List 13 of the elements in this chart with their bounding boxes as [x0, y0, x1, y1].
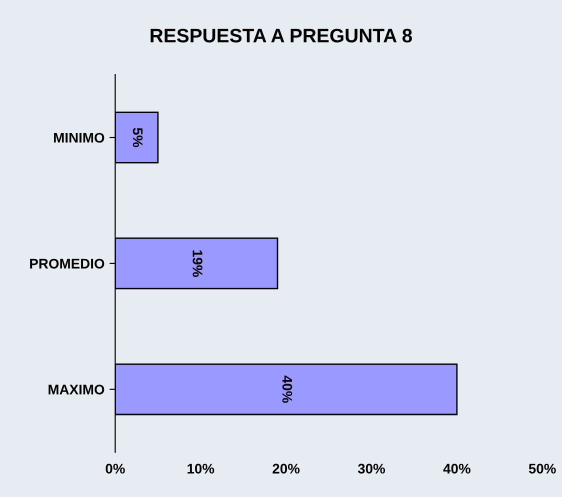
chart-title: RESPUESTA A PREGUNTA 8	[150, 28, 412, 42]
y-tick-label: MINIMO	[54, 132, 104, 143]
y-tick-label: MAXIMO	[48, 384, 104, 394]
y-tick-label: PROMEDIO	[30, 258, 104, 269]
x-tick-label: 0%	[106, 464, 125, 474]
x-tick-label: 30%	[358, 464, 386, 474]
x-tick-label: 10%	[188, 464, 214, 474]
x-tick-label: 50%	[528, 464, 556, 474]
data-label: 40%	[282, 376, 292, 403]
x-tick-label: 20%	[272, 464, 300, 474]
data-label: 19%	[192, 250, 202, 277]
x-tick-label: 40%	[443, 464, 470, 474]
data-label: 5%	[132, 128, 143, 148]
